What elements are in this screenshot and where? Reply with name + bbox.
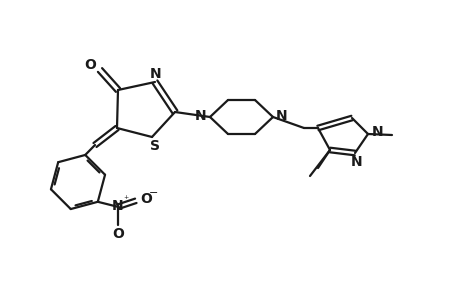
Text: N: N: [275, 109, 287, 123]
Text: −: −: [149, 188, 158, 198]
Text: N: N: [350, 155, 362, 169]
Text: O: O: [112, 227, 123, 241]
Text: N: N: [150, 67, 162, 81]
Text: N: N: [371, 125, 383, 139]
Text: S: S: [150, 139, 160, 153]
Text: N: N: [112, 199, 123, 213]
Text: ⁺: ⁺: [123, 195, 128, 205]
Text: O: O: [84, 58, 96, 72]
Text: N: N: [195, 109, 207, 123]
Text: O: O: [140, 192, 151, 206]
